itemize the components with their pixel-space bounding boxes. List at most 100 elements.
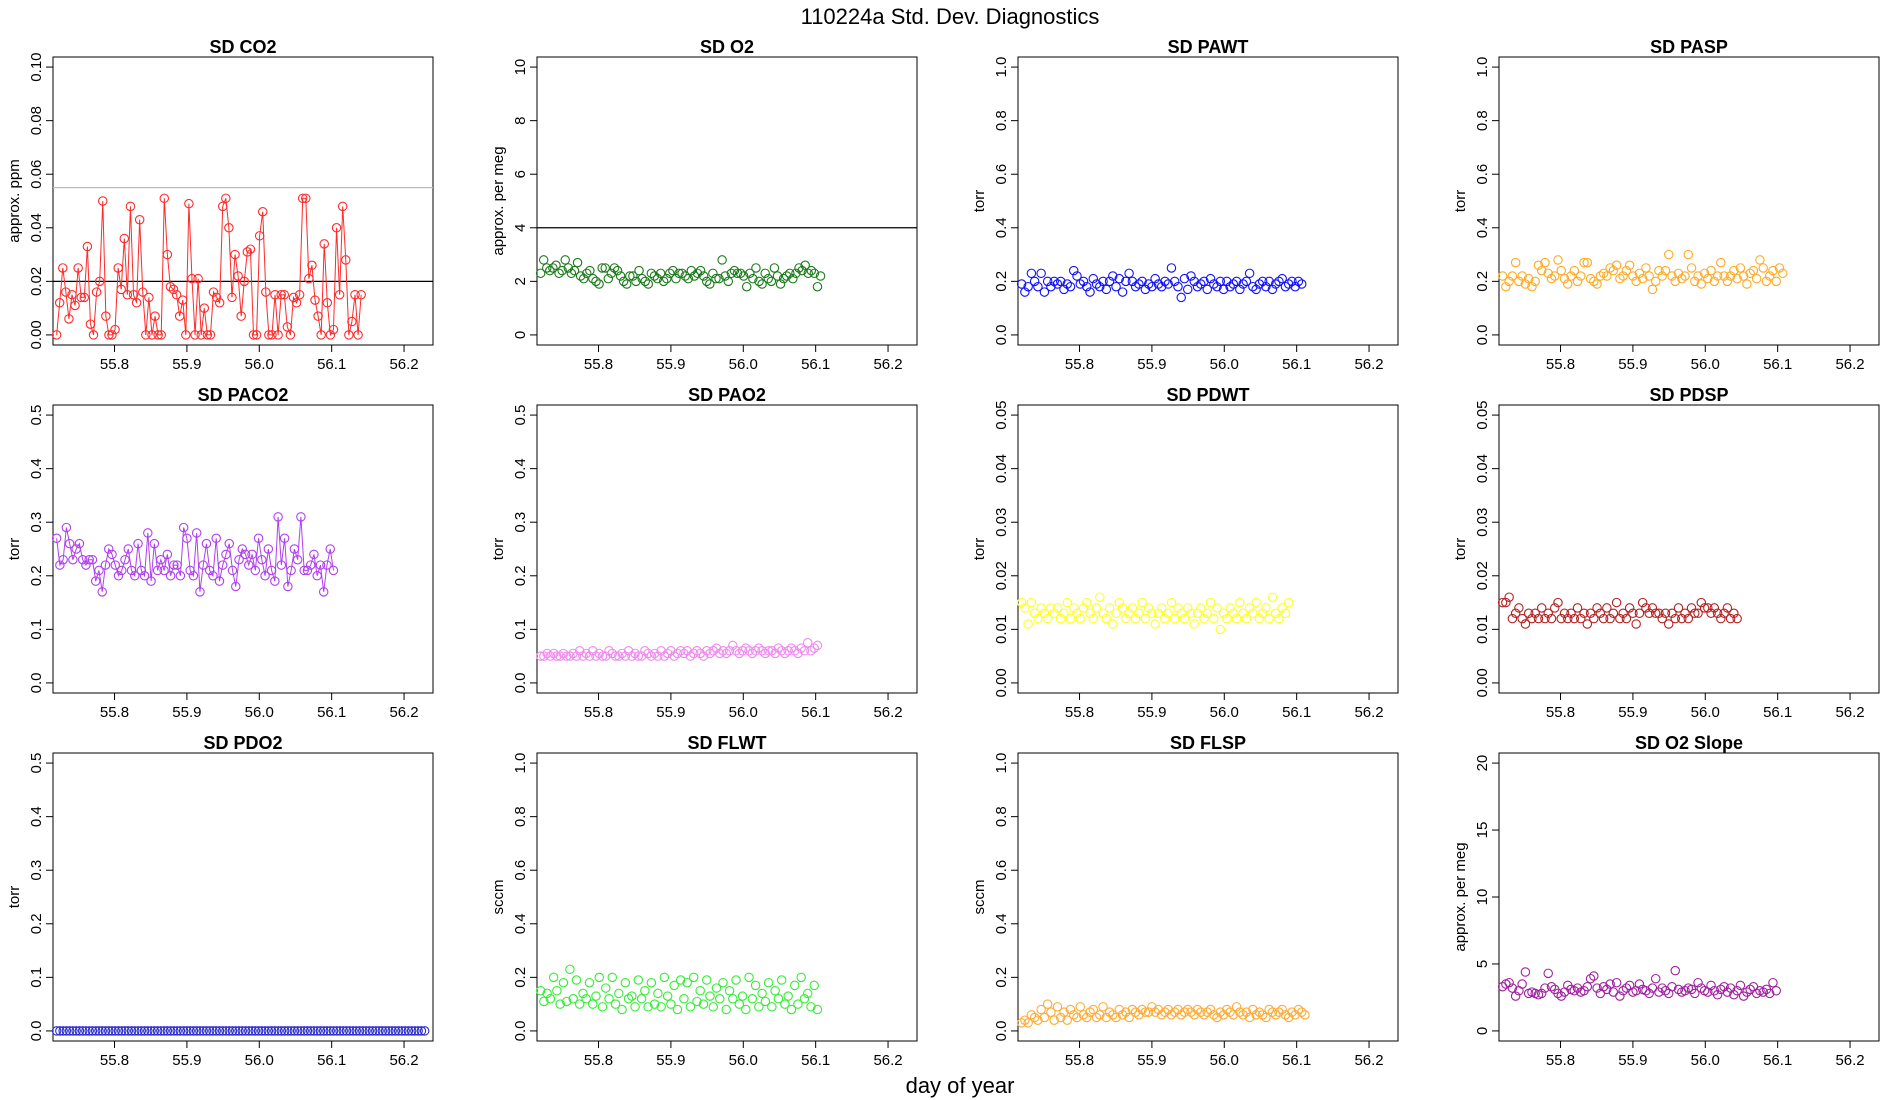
data-point <box>688 972 699 983</box>
data-point <box>1225 281 1235 292</box>
data-point <box>254 231 265 241</box>
y-axis-label: torr <box>6 538 23 561</box>
data-point <box>646 651 657 661</box>
data-point <box>1052 1002 1063 1012</box>
data-point <box>76 292 86 303</box>
x-tick-label: 56.1 <box>801 704 830 721</box>
panel-pasp: SD PASP 0.0 0.2 0.4 0.6 0.8 1.0 55.8 55.9 56.0 56.… <box>1452 37 1880 373</box>
data-point <box>73 263 83 273</box>
data-point <box>760 648 771 659</box>
data-point <box>1706 980 1716 991</box>
data-point <box>266 565 277 576</box>
data-point <box>542 263 552 273</box>
data-point <box>597 263 607 273</box>
data-point <box>1055 1012 1066 1023</box>
y-tick-label: 0.8 <box>993 110 1010 131</box>
data-point <box>565 651 575 661</box>
data-point <box>264 330 274 340</box>
data-point <box>701 646 712 656</box>
data-point <box>1108 619 1118 629</box>
data-point <box>51 1026 62 1036</box>
data-point <box>1235 284 1245 295</box>
data-point <box>672 648 683 659</box>
x-tick-label: 56.2 <box>873 1052 902 1069</box>
data-point <box>1202 1007 1213 1017</box>
data-point <box>64 538 75 549</box>
data-point <box>1673 268 1684 279</box>
x-tick-label: 56.2 <box>1354 704 1383 721</box>
data-point <box>325 330 336 340</box>
data-point <box>1654 608 1664 619</box>
y-tick-label: 1.0 <box>993 57 1010 78</box>
data-point <box>1137 1004 1147 1015</box>
data-point <box>1576 613 1586 624</box>
data-point <box>211 1026 221 1036</box>
data-point <box>772 271 783 281</box>
data-point <box>1241 276 1252 287</box>
data-point <box>1257 1010 1268 1020</box>
data-point <box>604 994 614 1004</box>
data-point <box>1628 271 1638 281</box>
y-tick-label: 0.10 <box>28 52 45 81</box>
data-point <box>1196 279 1206 289</box>
data-point <box>1173 603 1183 613</box>
x-tick-label: 56.0 <box>1210 704 1239 721</box>
data-point <box>568 994 578 1004</box>
data-point <box>371 1026 381 1036</box>
data-point <box>1637 273 1648 284</box>
data-point <box>313 311 323 321</box>
data-point <box>783 646 793 656</box>
data-point <box>750 980 761 991</box>
data-point <box>1049 276 1059 287</box>
data-point <box>1644 988 1654 999</box>
data-point <box>1261 1012 1271 1023</box>
data-point <box>270 1026 280 1036</box>
data-point <box>214 298 225 308</box>
data-point <box>276 289 286 300</box>
data-point <box>1147 608 1157 619</box>
y-tick-label: 0.0 <box>512 672 529 693</box>
data-point <box>535 268 546 279</box>
data-point <box>1582 257 1593 268</box>
x-tick-label: 56.2 <box>1835 704 1864 721</box>
data-point <box>1049 1015 1059 1025</box>
data-point <box>551 260 561 271</box>
x-tick-label: 56.1 <box>801 1052 830 1069</box>
data-point <box>1160 613 1170 624</box>
data-point <box>1124 268 1134 279</box>
data-point <box>149 1026 160 1036</box>
data-point <box>361 1026 371 1036</box>
data-point <box>113 1026 124 1036</box>
data-point <box>337 201 348 212</box>
data-point <box>1026 597 1037 608</box>
data-point <box>273 330 283 340</box>
data-point <box>1248 608 1258 619</box>
data-point <box>769 263 780 273</box>
x-tick-label: 55.8 <box>1065 704 1094 721</box>
data-point <box>126 1026 137 1036</box>
y-tick-label: 0.0 <box>512 1020 529 1041</box>
data-point <box>1143 603 1154 613</box>
data-point <box>1029 1012 1040 1023</box>
x-tick-label: 55.9 <box>1137 704 1166 721</box>
data-point <box>1566 608 1576 619</box>
data-point <box>656 646 666 656</box>
data-point <box>328 324 339 335</box>
y-tick-label: 0.4 <box>28 458 45 479</box>
x-tick-label: 56.0 <box>1210 1052 1239 1069</box>
data-point <box>614 988 624 999</box>
x-tick-label: 55.9 <box>656 1052 685 1069</box>
y-axis-label: sccm <box>971 880 988 915</box>
data-point <box>780 999 790 1009</box>
data-point <box>558 648 569 659</box>
data-point <box>273 1026 283 1036</box>
data-point <box>757 646 767 656</box>
x-tick-label: 56.2 <box>873 704 902 721</box>
data-point <box>374 1026 384 1036</box>
data-point <box>669 980 679 991</box>
data-point <box>97 1026 107 1036</box>
data-point <box>1549 603 1560 613</box>
data-point <box>81 1026 91 1036</box>
data-point <box>211 533 221 544</box>
y-tick-label: 0 <box>1474 1027 1491 1035</box>
